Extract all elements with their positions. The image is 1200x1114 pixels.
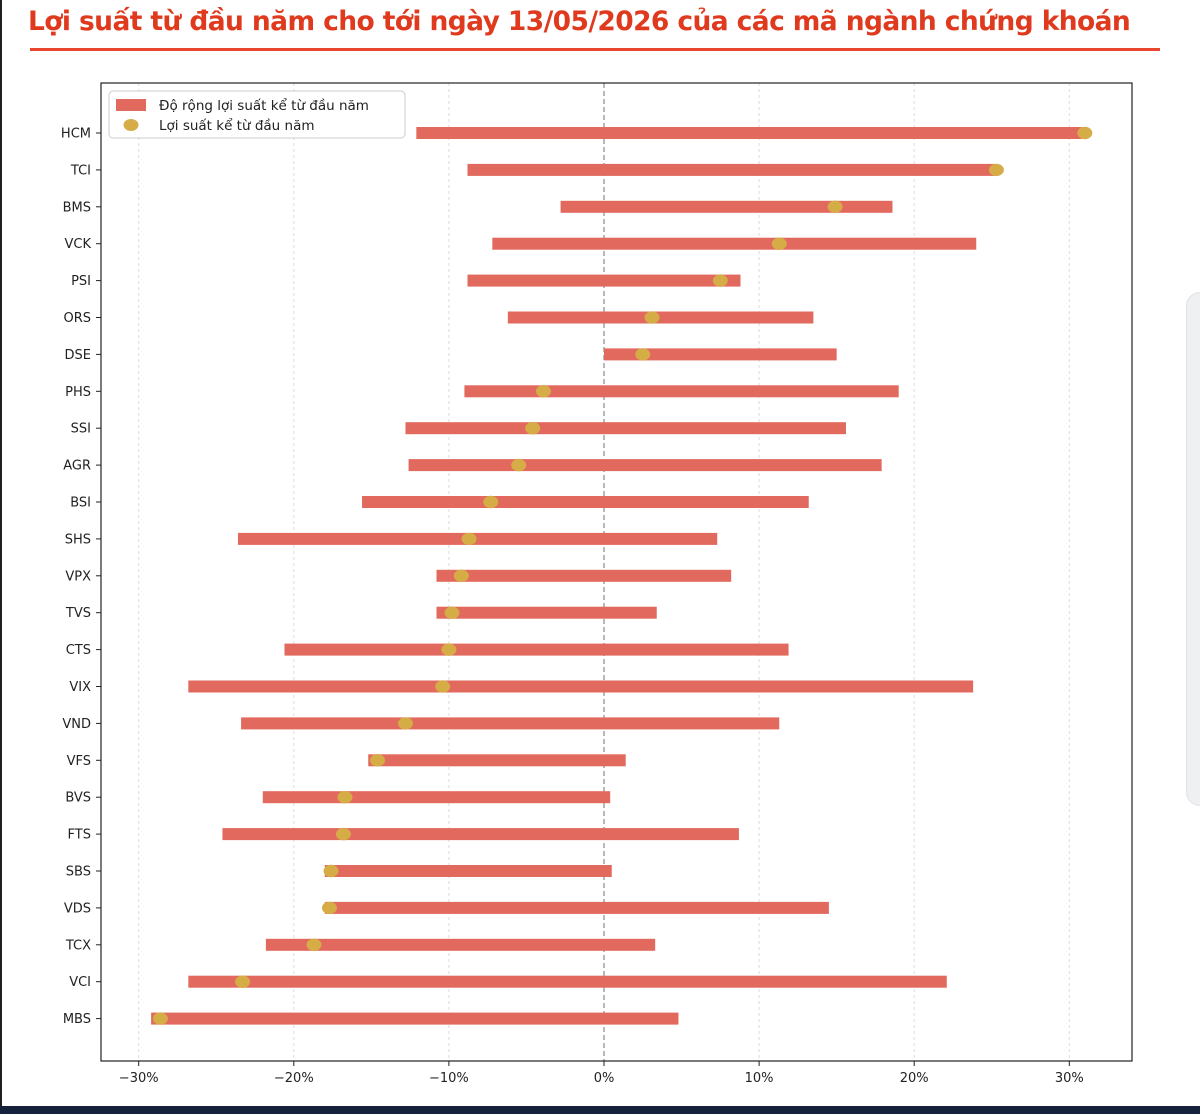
range-bar-tvs xyxy=(436,606,657,619)
range-bar-dse xyxy=(604,348,837,361)
y-axis-ticks: HCM TCI BMS VCK PSI ORS DSE PHS SSI AGR BSI SHS VPX T… xyxy=(61,127,101,1027)
legend-bar-swatch xyxy=(116,99,146,111)
window-left-border xyxy=(0,0,2,1114)
range-bar-vck xyxy=(492,237,977,250)
return-dot-vci xyxy=(235,975,251,988)
y-tick-label: SHS xyxy=(65,532,91,547)
y-tick-label: DSE xyxy=(65,348,91,363)
range-bar-ssi xyxy=(405,422,846,435)
y-tick-label: VIX xyxy=(69,680,91,695)
plot-frame xyxy=(100,82,1133,1062)
range-bar-bms xyxy=(560,200,893,213)
y-tick-label: CTS xyxy=(66,643,91,658)
return-dot-vpx xyxy=(453,569,469,582)
range-bar-tci xyxy=(467,163,995,176)
return-dot-hcm xyxy=(1077,126,1093,140)
y-tick-label: SSI xyxy=(71,422,91,437)
range-bar-vix xyxy=(188,680,974,693)
return-dot-bms xyxy=(827,200,843,213)
x-tick-label: 30% xyxy=(1055,1071,1084,1086)
return-dot-phs xyxy=(536,385,552,398)
x-tick-label: −30% xyxy=(119,1071,159,1086)
range-bar-shs xyxy=(237,532,718,545)
return-dot-psi xyxy=(712,274,728,287)
y-tick-label: BSI xyxy=(70,496,91,511)
y-tick-label: VCK xyxy=(65,237,92,252)
range-bar-sbs xyxy=(324,865,612,877)
range-bar-vds xyxy=(324,901,829,914)
y-tick-label: TVS xyxy=(65,606,91,621)
return-dot-vfs xyxy=(370,754,386,767)
y-tick-label: VND xyxy=(62,717,91,732)
range-bar-bsi xyxy=(362,496,809,508)
x-tick-label: −10% xyxy=(429,1071,469,1086)
range-bar-phs xyxy=(464,385,899,398)
title-underline xyxy=(30,48,1160,51)
range-bar-vpx xyxy=(436,569,732,582)
y-tick-label: VCI xyxy=(69,975,91,990)
y-tick-label: VDS xyxy=(64,901,91,916)
legend: Độ rộng lợi suất kể từ đầu năm Lợi suất … xyxy=(108,90,406,139)
return-dot-bvs xyxy=(337,791,353,804)
return-dot-vds xyxy=(321,901,337,915)
return-dot-fts xyxy=(335,827,351,841)
return-dot-ssi xyxy=(525,422,541,435)
x-tick-label: 10% xyxy=(745,1071,774,1086)
x-tick-label: −20% xyxy=(274,1071,314,1086)
return-dots xyxy=(152,126,1093,1025)
return-dot-sbs xyxy=(323,864,339,878)
range-bar-vci xyxy=(188,975,947,988)
return-dot-agr xyxy=(511,458,527,472)
range-bars xyxy=(151,127,1082,1025)
range-bar-fts xyxy=(222,828,739,841)
y-tick-label: VPX xyxy=(65,569,91,584)
range-bar-vfs xyxy=(368,754,626,767)
return-dot-vck xyxy=(771,237,787,250)
range-bar-tcx xyxy=(265,938,656,951)
return-dot-cts xyxy=(441,643,457,656)
x-tick-label: 20% xyxy=(900,1071,929,1086)
return-dot-mbs xyxy=(152,1012,168,1025)
return-dot-tvs xyxy=(444,606,460,619)
y-tick-label: AGR xyxy=(63,459,91,474)
return-dot-vix xyxy=(435,680,451,693)
y-tick-label: MBS xyxy=(63,1012,91,1027)
y-tick-label: FTS xyxy=(68,828,91,843)
range-bar-vnd xyxy=(241,717,780,730)
y-tick-label: VFS xyxy=(67,754,91,769)
y-tick-label: SBS xyxy=(66,865,91,880)
x-tick-label: 0% xyxy=(594,1071,615,1086)
range-bar-bvs xyxy=(262,791,611,804)
y-tick-label: ORS xyxy=(63,311,91,326)
legend-dot-swatch xyxy=(123,119,139,131)
y-tick-label: BVS xyxy=(65,791,91,806)
return-dot-bsi xyxy=(483,495,499,509)
return-dot-tcx xyxy=(306,938,322,951)
return-dot-shs xyxy=(461,532,477,546)
range-bar-ors xyxy=(507,311,814,324)
y-tick-label: TCX xyxy=(65,938,91,953)
legend-box xyxy=(108,90,406,139)
range-bar-psi xyxy=(467,274,741,287)
y-tick-label: HCM xyxy=(61,127,91,142)
window-bottom-bar xyxy=(0,1106,1200,1114)
y-tick-label: PHS xyxy=(65,385,91,400)
return-dot-ors xyxy=(644,311,660,324)
y-tick-label: BMS xyxy=(63,200,91,215)
range-bar-mbs xyxy=(151,1012,679,1025)
return-dot-vnd xyxy=(397,717,413,730)
page-title: Lợi suất từ đầu năm cho tới ngày 13/05/2… xyxy=(28,6,1131,37)
range-bar-agr xyxy=(408,459,882,472)
y-tick-label: PSI xyxy=(71,274,91,289)
legend-label-range: Độ rộng lợi suất kể từ đầu năm xyxy=(159,97,369,114)
x-axis-ticks: −30% −20% −10% 0% 10% 20% 30% xyxy=(119,1061,1084,1086)
range-bar-cts xyxy=(284,643,789,656)
legend-label-return: Lợi suất kể từ đầu năm xyxy=(159,117,315,134)
return-dot-tci xyxy=(988,163,1004,177)
range-bar-hcm xyxy=(416,127,1082,139)
y-tick-label: TCI xyxy=(70,163,91,178)
return-dot-dse xyxy=(635,348,651,361)
